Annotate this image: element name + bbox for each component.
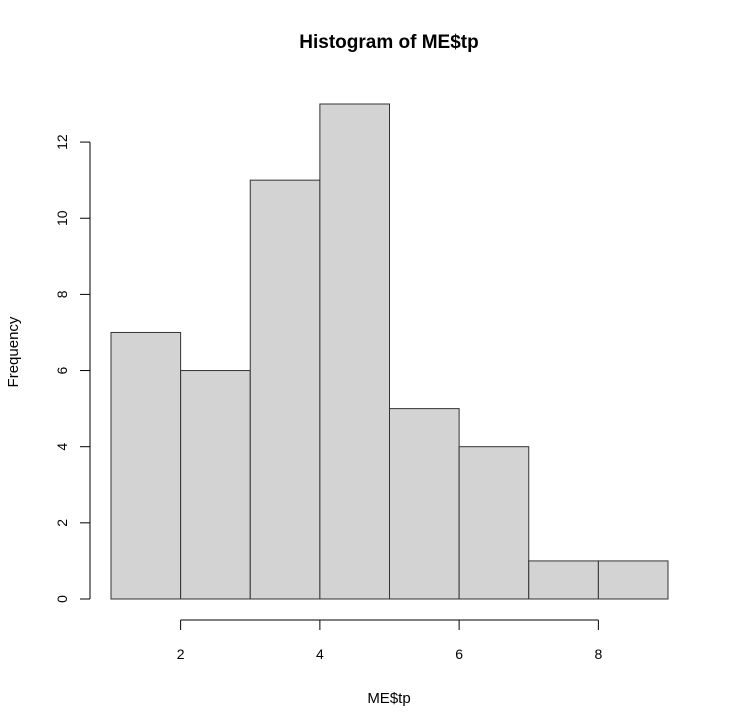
x-tick-label: 6 [455,646,463,662]
bars-group [110,103,669,600]
x-axis-label: ME$tp [367,690,410,707]
y-tick-label: 8 [54,290,70,298]
histogram-bar-6 [458,446,530,600]
y-tick-label: 10 [54,210,70,226]
x-tick-label: 4 [316,646,324,662]
x-tick-label: 8 [594,646,602,662]
histogram-bar-4 [319,103,390,600]
histogram-bar-3 [249,179,321,600]
histogram-bar-7 [528,560,599,600]
histogram-bar-1 [110,331,182,600]
x-tick-label: 2 [177,646,185,662]
y-axis-label: Frequency [5,316,22,387]
histogram-bar-5 [389,408,460,600]
y-tick-label: 2 [54,519,70,527]
histogram-bar-8 [597,560,669,600]
histogram-bar-2 [180,370,251,600]
y-tick-label: 4 [54,443,70,451]
y-tick-label: 6 [54,366,70,374]
y-tick-label: 0 [54,595,70,603]
x-axis: 2 4 6 8 [177,619,602,662]
chart-title: Histogram of ME$tp [299,32,478,53]
y-tick-label: 12 [54,134,70,150]
y-axis: 0 2 4 6 8 10 12 [54,134,91,603]
